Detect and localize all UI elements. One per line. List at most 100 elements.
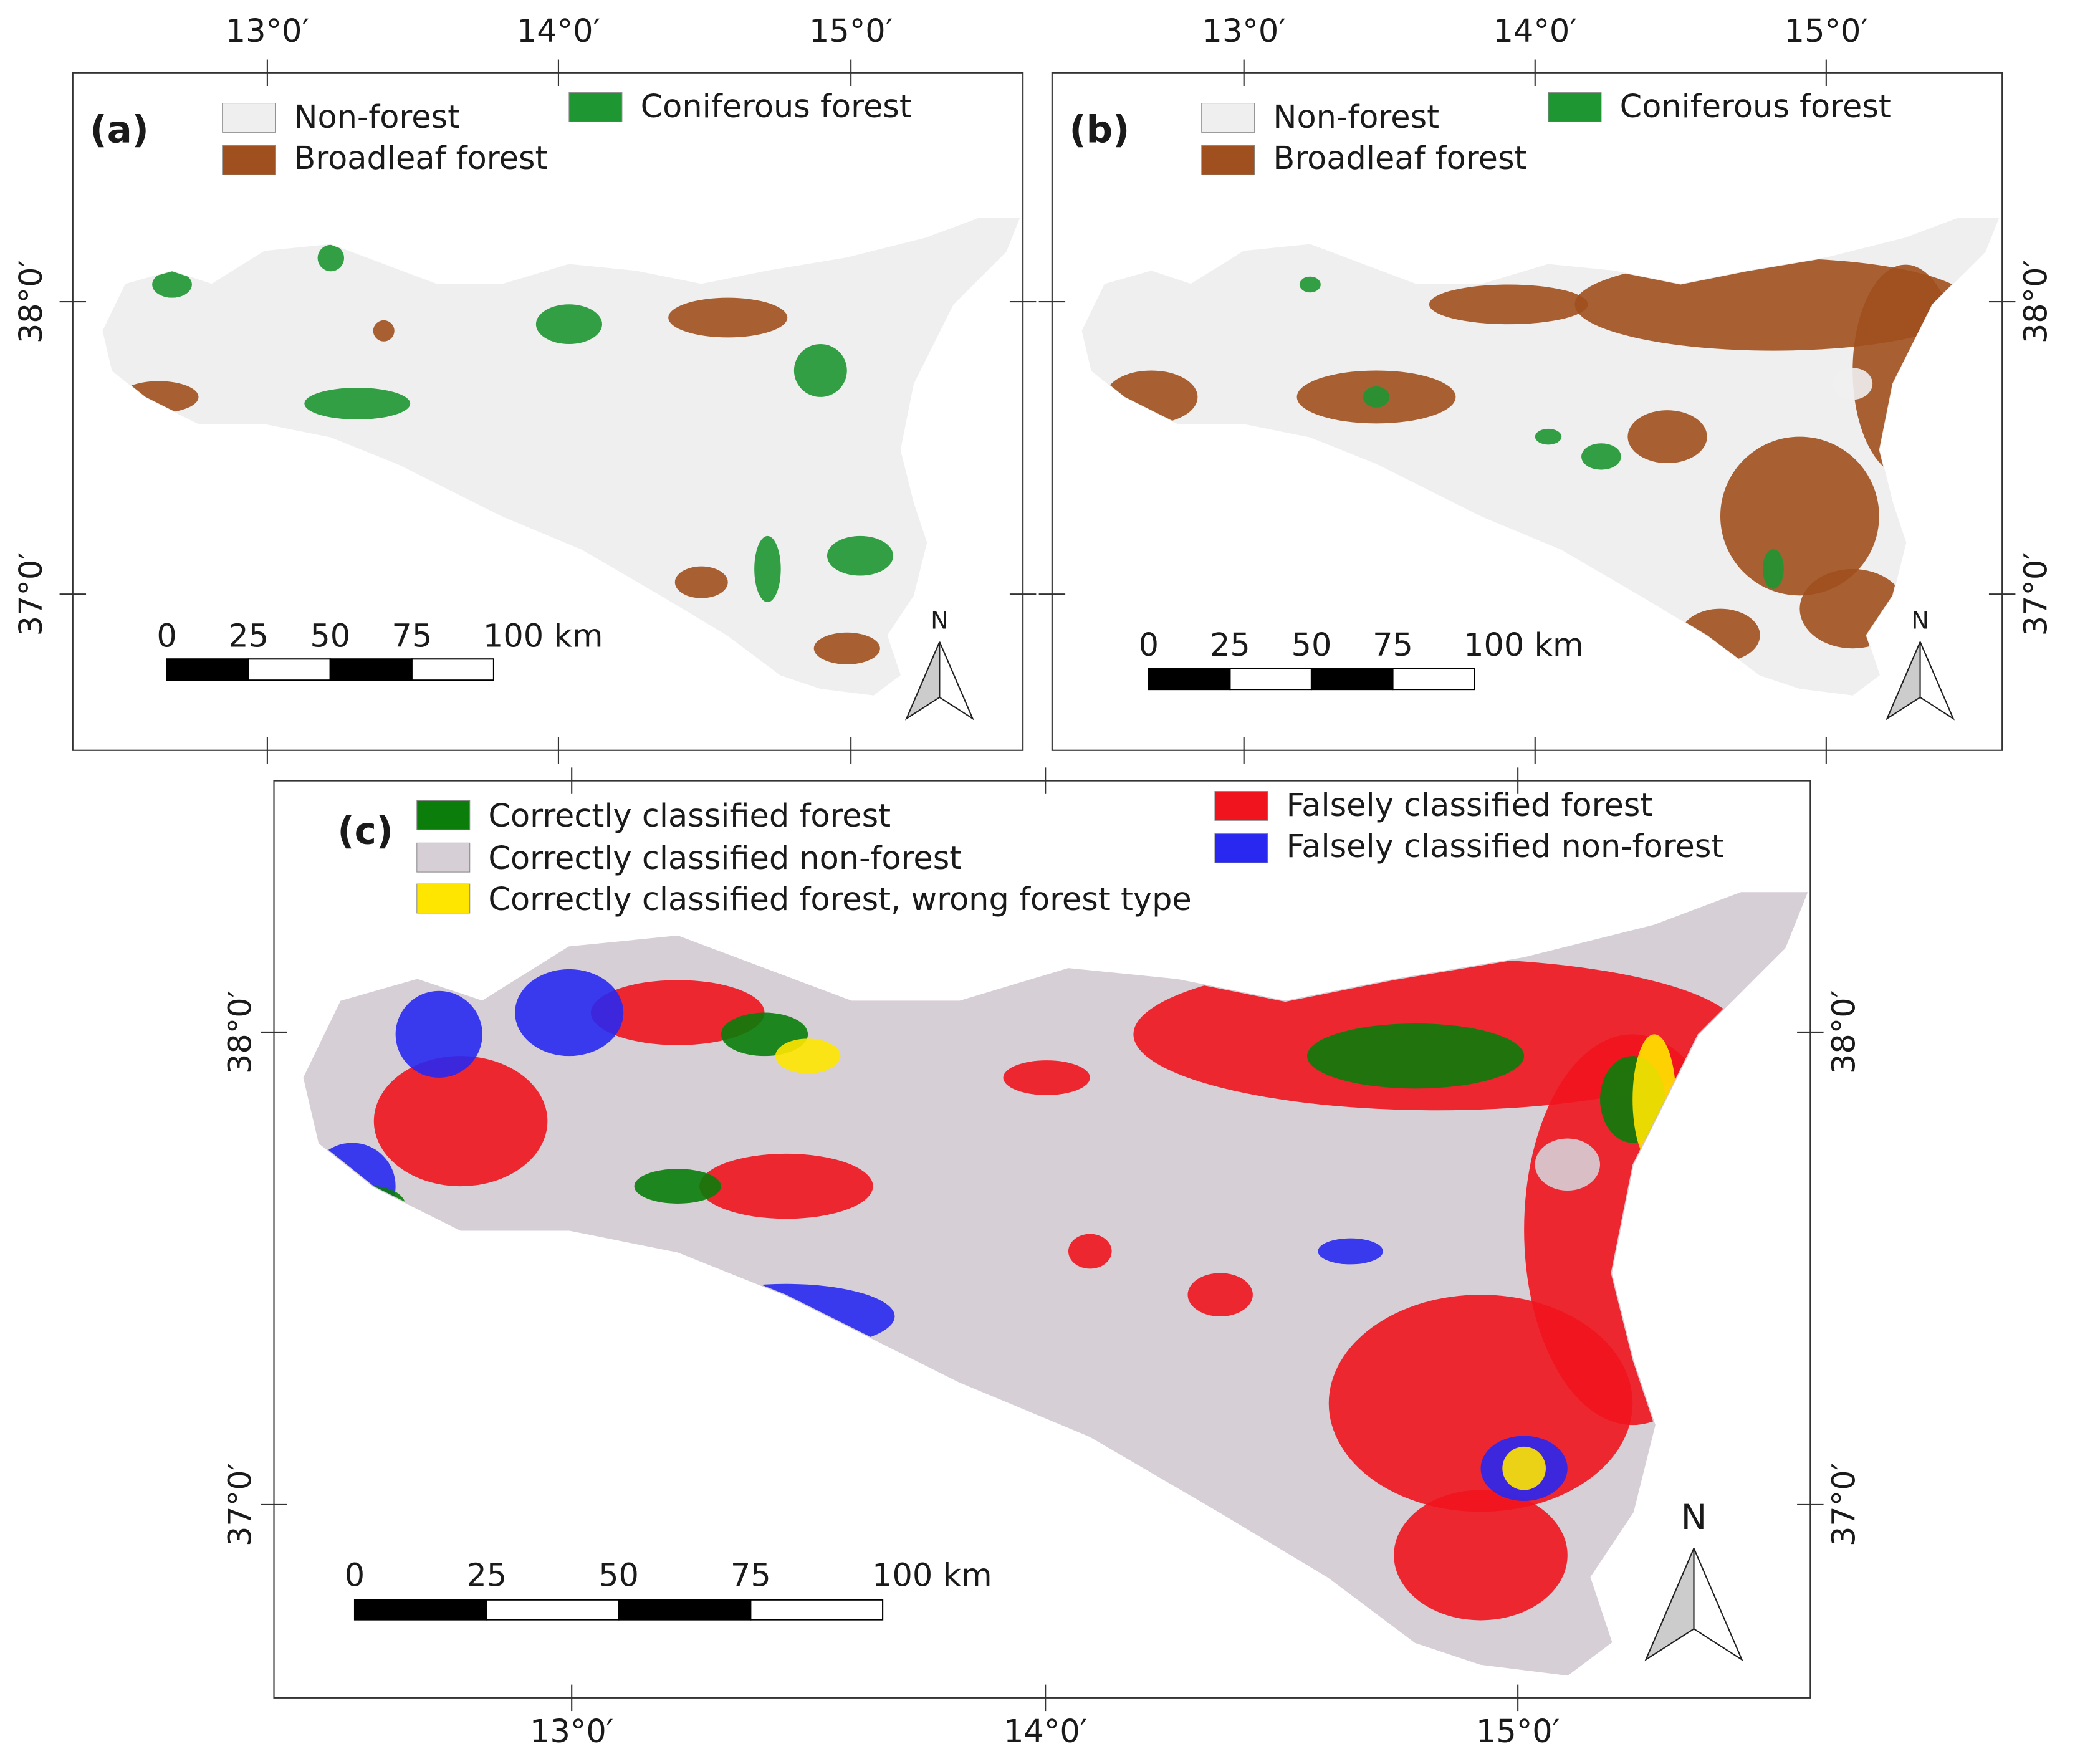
land-patch [827,535,894,576]
land-patch [1833,368,1873,400]
land-patch [754,535,781,602]
panel-label: (c) [337,810,393,853]
legend-label: Coniferous forest [1620,89,1891,125]
scale-bar-segment [247,658,331,681]
x-tick-label: 15°0′ [809,13,893,50]
legend-label: Correctly classified forest [488,798,891,835]
land-patch [1363,386,1390,408]
legend-label: Coniferous forest [641,89,912,125]
y-tick-label: 37°0′ [13,552,50,636]
legend-swatch [416,883,471,914]
land-patch [1299,276,1321,293]
north-label: N [1911,607,1929,635]
legend-swatch [416,800,471,830]
scale-bar-label: 50 [598,1558,639,1594]
land-patch [775,1038,841,1074]
land-patch [1328,1295,1633,1512]
land-patch [634,1169,721,1204]
scale-bar-segment [329,658,413,681]
land-patch [674,566,728,598]
legend-swatch [1214,833,1268,863]
scale-bar-label: 75 [1373,627,1413,664]
x-tick-label: 15°0′ [1476,1714,1560,1750]
legend-label: Broadleaf forest [294,140,547,177]
legend-swatch [416,842,471,873]
legend-label: Non-forest [294,99,460,136]
x-tick-label: 14°0′ [1493,13,1577,50]
land-patch [1068,1234,1112,1269]
y-tick-label: 38°0′ [1826,990,1863,1074]
legend-label: Falsely classified non-forest [1287,828,1724,865]
x-tick-label: 13°0′ [1202,13,1286,50]
scale-bar-label: 0 [345,1558,365,1594]
x-tick-label: 14°0′ [1004,1714,1087,1750]
land-patch [535,304,603,344]
legend-swatch [1548,92,1602,122]
land-patch [1394,1490,1568,1621]
legend-swatch [568,92,623,122]
scale-bar-label: 50 [310,618,350,654]
scale-bar-segment [411,658,494,681]
land-patch [1720,436,1879,596]
x-tick-label: 14°0′ [517,13,600,50]
north-arrow-right [1693,1548,1743,1662]
land-patch [1581,443,1621,470]
land-patch [317,244,345,272]
x-tick-label: 15°0′ [1785,13,1868,50]
scale-bar-segment [1392,668,1475,691]
north-arrow-right [1919,641,1955,721]
scale-bar-label: 50 [1291,627,1332,664]
legend-swatch [1201,145,1255,175]
panel-label: (b) [1069,108,1129,151]
land-patch [1187,1273,1253,1316]
scale-bar-label: 25 [228,618,269,654]
x-tick-label: 13°0′ [530,1714,613,1750]
scale-bar-label: 100 km [872,1558,992,1594]
map-panel: 13°0′ 14°0′ 15°0′ 38°0′ 37°0′ (a) Non-forest Br… [13,13,1037,764]
scale-bar-label: 0 [1139,627,1159,664]
legend-label: Broadleaf forest [1273,140,1526,177]
y-tick-label: 38°0′ [13,260,50,343]
y-tick-label: 37°0′ [2018,552,2055,636]
land-patch [373,320,395,342]
legend-swatch [1201,103,1255,133]
land-patch [668,297,788,338]
land-patch [1535,428,1562,445]
scale-bar-label: 100 km [483,618,603,654]
scale-bar-label: 0 [156,618,176,654]
land-patch [515,969,624,1057]
land-patch [395,990,482,1078]
land-patch [1535,1138,1601,1191]
land-patch [1502,1446,1546,1490]
legend-label: Falsely classified forest [1287,787,1653,824]
scale-bar-label: 25 [1210,627,1250,664]
land-cover [119,244,894,664]
y-tick-label: 38°0′ [223,990,259,1074]
y-tick-label: 37°0′ [1826,1463,1863,1546]
land-patch [699,1153,873,1219]
scale-bar-segment [166,658,249,681]
legend-swatch [222,103,276,133]
panel-label: (a) [90,108,148,151]
scale-bar-label: 25 [466,1558,507,1594]
scale-bar-segment [1310,668,1394,691]
island-map [303,892,1808,1676]
land-patch [1627,410,1707,464]
land-patch [1306,1023,1525,1089]
north-label: N [931,607,949,635]
land-patch [152,271,192,298]
scale-bar-segment [1229,668,1313,691]
scale-bar-segment [618,1599,752,1621]
scale-bar-label: 100 km [1464,627,1584,664]
land-patch [1003,1060,1090,1095]
land-patch [1762,549,1784,589]
north-arrow-right [939,641,974,721]
map-panel: 13°0′ 14°0′ 15°0′ 38°0′ 38°0′ 37°0′ 37°0′ (c) Co… [223,767,1863,1750]
scale-bar-segment [1148,668,1231,691]
y-tick-label: 37°0′ [223,1463,259,1546]
legend-swatch [222,145,276,175]
island-map [102,218,1020,696]
legend-label: Correctly classified non-forest [488,840,962,877]
